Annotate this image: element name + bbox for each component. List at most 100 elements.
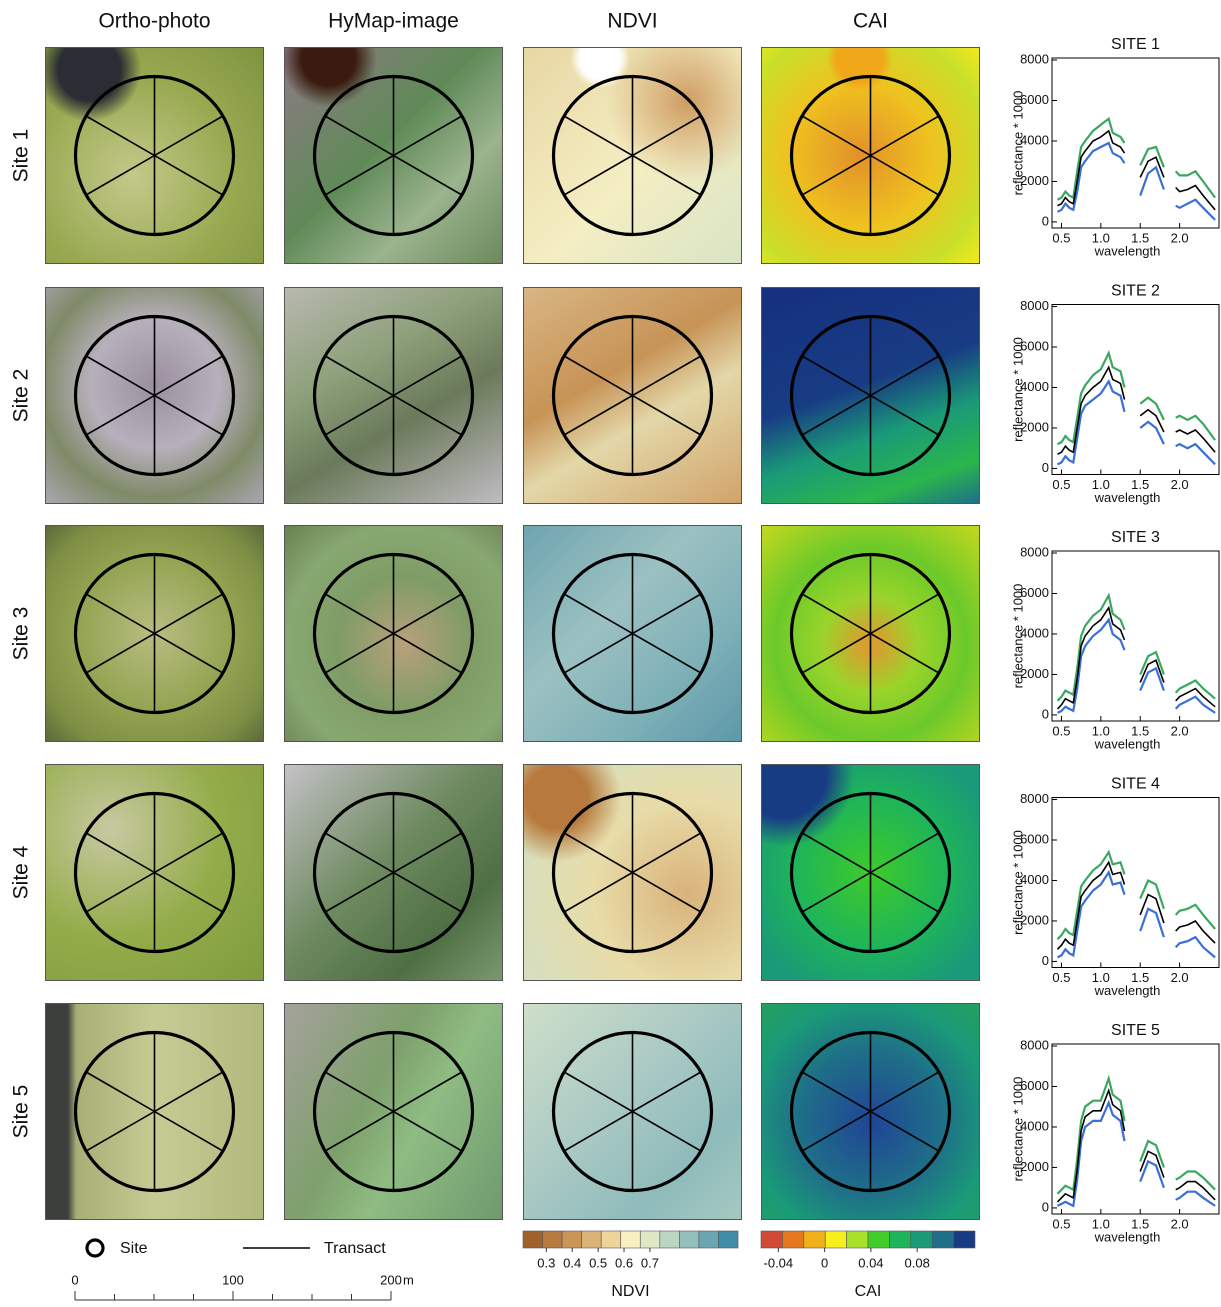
x-axis-label: wavelength: [1094, 736, 1161, 751]
x-tick-label: 1.0: [1092, 1216, 1110, 1231]
chart-title: SITE 2: [1111, 283, 1160, 300]
y-tick-label: 4000: [1020, 872, 1049, 887]
plot-frame: [1052, 305, 1219, 475]
y-tick-label: 0: [1042, 213, 1049, 228]
y-tick-label: 6000: [1020, 831, 1049, 846]
colorbar-tick-label: 0.5: [589, 1255, 607, 1270]
y-tick-label: 8000: [1020, 544, 1049, 559]
y-tick-label: 4000: [1020, 625, 1049, 640]
plot-frame: [1052, 1044, 1219, 1214]
y-tick-label: 6000: [1020, 585, 1049, 600]
x-tick-label: 1.0: [1092, 230, 1110, 245]
colorbar-swatch: [911, 1231, 932, 1248]
colorbar-swatch: [825, 1231, 846, 1248]
y-tick-label: 2000: [1020, 173, 1049, 188]
row-label: Site 5: [10, 1085, 33, 1139]
x-tick-label: 0.5: [1052, 970, 1070, 985]
y-tick-label: 8000: [1020, 51, 1049, 66]
colorbar-swatch: [582, 1231, 602, 1248]
y-tick-label: 6000: [1020, 1078, 1049, 1093]
x-tick-label: 0.5: [1052, 477, 1070, 492]
scale-tick-label: 100: [222, 1272, 244, 1287]
x-tick-label: 1.5: [1131, 1216, 1149, 1231]
column-header: HyMap-image: [328, 10, 459, 33]
x-tick-label: 2.0: [1171, 230, 1189, 245]
scale-tick-label: 200: [380, 1272, 402, 1287]
colorbar-swatch: [868, 1231, 889, 1248]
colorbar-swatch: [782, 1231, 803, 1248]
y-tick-label: 4000: [1020, 379, 1049, 394]
colorbar-tick-label: 0.7: [641, 1255, 659, 1270]
x-tick-label: 2.0: [1171, 477, 1189, 492]
colorbar-tick-label: 0.4: [563, 1255, 581, 1270]
row-label: Site 1: [10, 129, 33, 183]
colorbar-swatch: [761, 1231, 782, 1248]
colorbar-swatch: [932, 1231, 953, 1248]
overlay: Ortho-photo HyMap-image NDVI CAI Site 1 Site …: [0, 0, 1221, 1307]
x-axis-label: wavelength: [1094, 243, 1161, 258]
y-tick-label: 2000: [1020, 912, 1049, 927]
colorbar-tick-label: 0.3: [537, 1255, 555, 1270]
spectrum-line: [1058, 367, 1216, 454]
colorbar-swatch: [804, 1231, 825, 1248]
colorbar-swatch: [562, 1231, 582, 1248]
spectrum-line: [1058, 353, 1216, 444]
y-tick-label: 2000: [1020, 1159, 1049, 1174]
colorbar-tick-label: 0: [821, 1255, 828, 1270]
colorbar-swatch: [640, 1231, 660, 1248]
plot-frame: [1052, 798, 1219, 968]
x-tick-label: 0.5: [1052, 230, 1070, 245]
row-label: Site 2: [10, 369, 33, 423]
y-tick-label: 8000: [1020, 298, 1049, 313]
colorbar-swatch: [699, 1231, 719, 1248]
y-tick-label: 8000: [1020, 791, 1049, 806]
colorbar-swatch: [621, 1231, 641, 1248]
colorbar-tick-label: 0.6: [615, 1255, 633, 1270]
colorbar-swatch: [889, 1231, 910, 1248]
x-axis-label: wavelength: [1094, 983, 1161, 998]
x-tick-label: 1.0: [1092, 723, 1110, 738]
y-tick-label: 2000: [1020, 419, 1049, 434]
y-tick-label: 6000: [1020, 338, 1049, 353]
x-tick-label: 2.0: [1171, 723, 1189, 738]
legend-site-icon: [87, 1240, 103, 1256]
column-header: CAI: [853, 10, 888, 33]
x-tick-label: 2.0: [1171, 1216, 1189, 1231]
x-tick-label: 2.0: [1171, 970, 1189, 985]
row-label: Site 3: [10, 607, 33, 661]
colorbar-tick-label: -0.04: [764, 1255, 794, 1270]
column-header: NDVI: [607, 10, 657, 33]
colorbar-swatch: [543, 1231, 563, 1248]
scale-tick-label: 0: [71, 1272, 78, 1287]
x-axis-label: wavelength: [1094, 1229, 1161, 1244]
chart-title: SITE 1: [1111, 36, 1160, 53]
x-tick-label: 1.5: [1131, 970, 1149, 985]
y-tick-label: 0: [1042, 706, 1049, 721]
spectrum-line: [1058, 143, 1216, 220]
y-tick-label: 4000: [1020, 132, 1049, 147]
x-tick-label: 0.5: [1052, 1216, 1070, 1231]
colorbar-tick-label: 0.04: [858, 1255, 883, 1270]
x-tick-label: 0.5: [1052, 723, 1070, 738]
colorbar-tick-label: 0.08: [905, 1255, 930, 1270]
colorbar-swatch: [523, 1231, 543, 1248]
y-tick-label: 2000: [1020, 666, 1049, 681]
y-tick-label: 0: [1042, 953, 1049, 968]
colorbar-swatch: [847, 1231, 868, 1248]
legend-transect-label: Transact: [324, 1240, 386, 1257]
colorbar-title: CAI: [855, 1283, 882, 1300]
colorbar-swatch: [954, 1231, 975, 1248]
colorbar-title: NDVI: [611, 1283, 649, 1300]
y-tick-label: 4000: [1020, 1118, 1049, 1133]
column-header: Ortho-photo: [98, 10, 210, 33]
x-tick-label: 1.0: [1092, 970, 1110, 985]
colorbar-swatch: [679, 1231, 699, 1248]
x-tick-label: 1.5: [1131, 230, 1149, 245]
x-axis-label: wavelength: [1094, 490, 1161, 505]
y-tick-label: 8000: [1020, 1037, 1049, 1052]
chart-title: SITE 3: [1111, 529, 1160, 546]
plot-frame: [1052, 58, 1219, 228]
colorbar-swatch: [660, 1231, 680, 1248]
figure: Ortho-photo HyMap-image NDVI CAI Site 1 Site …: [0, 0, 1221, 1307]
scale-unit: m: [403, 1272, 414, 1287]
